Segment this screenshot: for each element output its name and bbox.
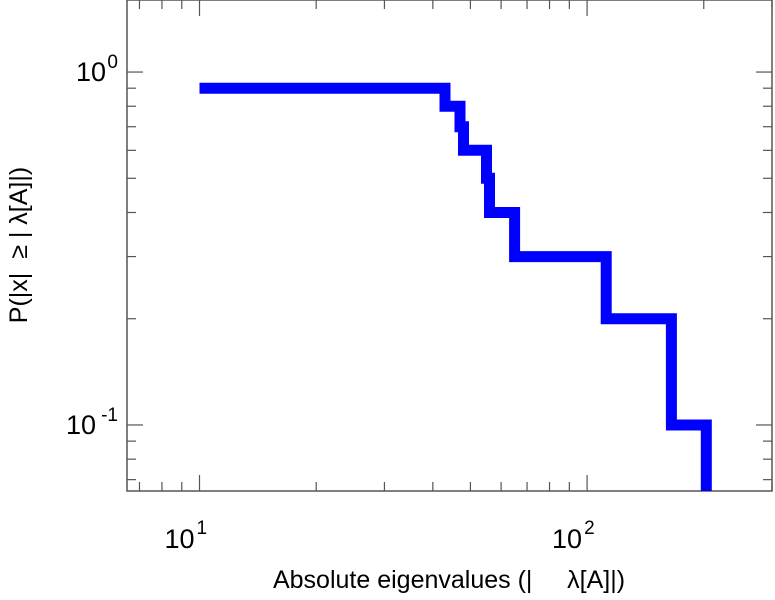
x-tick-label: 10 <box>552 524 582 554</box>
x-tick-label-exponent: 1 <box>197 518 208 539</box>
y-axis-label: P(|x| ≥ | λ[A]|) <box>5 167 33 323</box>
y-tick-label: 10 <box>66 410 96 440</box>
tick-labels: 10 1 10 210 010 -1 <box>66 52 595 554</box>
axis-ticks <box>127 0 773 491</box>
series-group <box>199 82 712 491</box>
x-tick-label: 10 <box>164 524 194 554</box>
series-line <box>199 82 712 491</box>
y-tick-label-exponent: -1 <box>101 405 118 426</box>
y-tick-label: 10 <box>76 57 106 87</box>
y-tick-label-exponent: 0 <box>107 52 118 73</box>
plot-frame <box>126 0 773 492</box>
x-axis-label: Absolute eigenvalues (| λ[A]|) <box>273 566 625 594</box>
x-tick-label-exponent: 2 <box>584 518 595 539</box>
